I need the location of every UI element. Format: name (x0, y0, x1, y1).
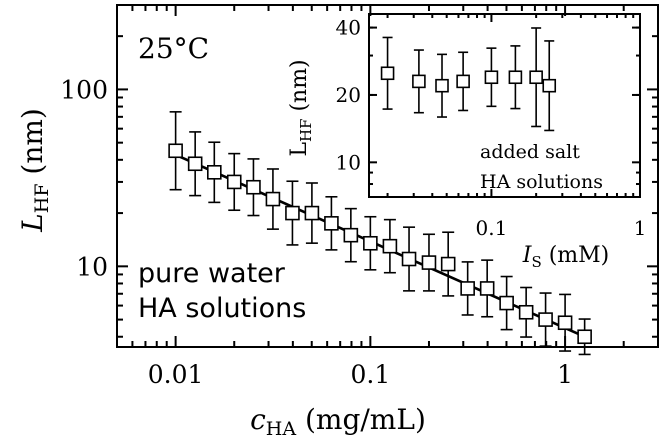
square-marker (343, 227, 359, 243)
inset-x-tick-label: 1 (634, 216, 647, 240)
y-axis-label-sub: HF (31, 183, 53, 213)
inset-data-point (508, 45, 523, 110)
inset-plot-frame (368, 13, 641, 198)
inset-data-point (529, 27, 543, 128)
inset-y-axis-label: LHF (nm) (287, 59, 315, 156)
inset-x-axis-label-sub: S (531, 253, 541, 271)
x-axis-label-main: c (250, 403, 266, 436)
temperature-label: 25°C (138, 32, 209, 65)
data-point (285, 180, 300, 246)
square-marker (577, 329, 592, 345)
ha-solutions-label: HA solutions (138, 293, 306, 324)
square-marker (187, 156, 203, 172)
square-marker (226, 174, 242, 190)
main-panel: 0.01 0.1 1 10 100 (60, 4, 659, 389)
inset-square-marker (529, 70, 543, 85)
inset-square-marker (484, 70, 499, 85)
square-marker (479, 281, 495, 296)
pure-water-label: pure water (138, 258, 286, 289)
data-point (538, 292, 553, 347)
square-marker (246, 179, 261, 195)
inset-data-point (412, 49, 426, 114)
data-point (363, 215, 378, 271)
inset-x-tick-label: 0.1 (476, 216, 508, 240)
data-point (460, 261, 475, 316)
inset-y-axis-label-rest: (nm) (287, 59, 312, 118)
y-axis-label-rest: (nm) (16, 108, 49, 183)
inset-x-axis-label-main: I (522, 243, 533, 268)
square-marker (304, 205, 320, 221)
data-point (226, 152, 242, 212)
fit-line (175, 153, 586, 338)
inset-y-tick-label: 20 (336, 83, 361, 107)
data-point (401, 226, 417, 292)
square-marker (440, 256, 456, 272)
inset-square-marker (380, 66, 395, 81)
data-point (382, 218, 398, 274)
data-point (168, 111, 183, 191)
data-point (440, 231, 456, 297)
square-marker (324, 216, 339, 231)
data-point (207, 141, 222, 204)
inset-data-point (380, 36, 395, 110)
data-point (421, 233, 437, 292)
square-marker (499, 295, 514, 311)
inset-panel: 0.1 1 10 20 40 (336, 13, 647, 240)
data-point (479, 259, 495, 318)
data-point (518, 286, 534, 338)
square-marker (538, 312, 553, 327)
data-point (246, 158, 261, 217)
inset-y-tick-label: 10 (336, 150, 361, 174)
inset-y-axis-label-sub: HF (297, 119, 315, 143)
inset-data-point (456, 51, 470, 112)
y-axis-label: LHF (nm) (16, 108, 53, 233)
inset-data-point (542, 40, 557, 132)
inset-data-point (435, 53, 449, 118)
inset-square-marker (542, 78, 557, 93)
square-marker (363, 235, 378, 251)
inset-y-tick-label: 40 (336, 16, 361, 40)
data-point (324, 195, 339, 251)
inset-square-marker (435, 78, 449, 93)
inset-x-axis-label: IS (mM) (522, 243, 610, 271)
x-tick-label: 0.1 (350, 360, 390, 389)
x-tick-label: 0.01 (148, 360, 204, 389)
data-point (499, 275, 514, 331)
inset-y-axis-label-main: L (287, 142, 312, 157)
plot-frame (116, 4, 659, 348)
square-marker (518, 304, 534, 320)
square-marker (285, 205, 300, 221)
square-marker (265, 191, 281, 207)
data-point (557, 293, 573, 352)
data-point (304, 182, 320, 244)
inset-square-marker (508, 70, 523, 85)
inset-data-point (484, 47, 499, 108)
x-axis-label-rest: (mg/mL) (296, 403, 426, 436)
x-axis-label: cHA (mg/mL) (250, 403, 426, 440)
data-point (187, 131, 203, 197)
square-marker (207, 165, 222, 180)
y-axis-label-main: L (16, 213, 49, 233)
data-point (577, 318, 592, 356)
square-marker (401, 251, 417, 267)
data-point (265, 168, 281, 230)
x-tick-label: 1 (557, 360, 573, 389)
inset-square-marker (456, 74, 470, 89)
inset-square-marker (412, 74, 426, 89)
inset-x-axis-label-rest: (mM) (542, 243, 610, 268)
square-marker (460, 281, 475, 296)
inset-ha-solutions-label: HA solutions (480, 171, 603, 193)
added-salt-label: added salt (480, 141, 580, 163)
y-tick-label: 10 (76, 252, 108, 281)
square-marker (421, 255, 437, 270)
square-marker (382, 238, 398, 254)
data-point (343, 207, 359, 263)
x-axis-label-sub: HA (266, 418, 297, 440)
y-tick-label: 100 (60, 75, 108, 104)
square-marker (168, 143, 183, 159)
square-marker (557, 315, 573, 331)
